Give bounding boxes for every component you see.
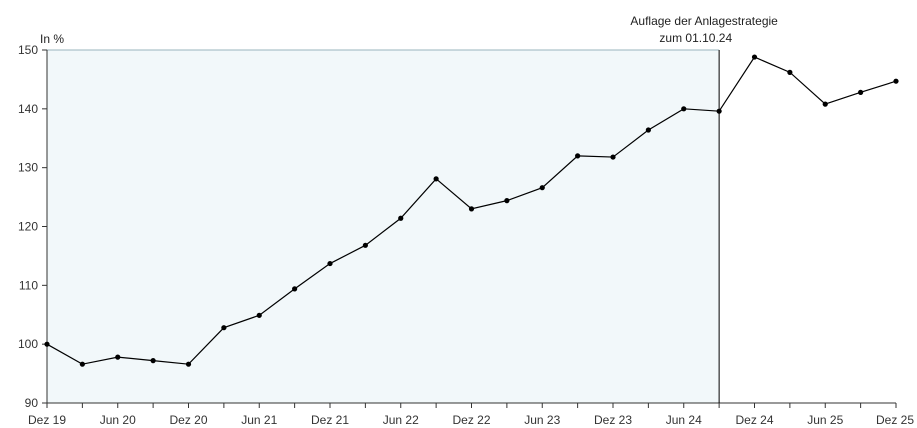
data-point <box>575 153 581 159</box>
data-point <box>822 101 828 107</box>
data-point <box>539 185 545 191</box>
x-tick-label: Dez 20 <box>169 413 207 427</box>
y-tick-label: 120 <box>18 220 38 234</box>
x-tick-label: Jun 20 <box>100 413 136 427</box>
annotation-text-line-1: Auflage der Anlagestrategie <box>630 14 778 28</box>
highlight-region-layer <box>47 49 720 403</box>
x-tick-label: Jun 25 <box>807 413 843 427</box>
x-tick-label: Dez 24 <box>735 413 773 427</box>
data-point <box>327 260 333 267</box>
y-tick-label: 100 <box>18 337 38 351</box>
data-point <box>150 358 156 364</box>
highlight-region <box>47 50 720 403</box>
data-point <box>115 354 121 360</box>
x-tick-label: Dez 19 <box>28 413 66 427</box>
axes-layer: 90 100 110 120 130 140 150 Dez 19 Jun 20 Dez 20 Ju… <box>18 43 914 427</box>
x-tick-label: Jun 24 <box>666 413 702 427</box>
data-point <box>504 198 510 204</box>
data-point <box>79 361 85 367</box>
y-tick-label: 130 <box>18 161 38 175</box>
data-point <box>645 127 651 133</box>
data-point <box>893 78 899 84</box>
x-tick-label: Dez 23 <box>594 413 632 427</box>
data-point <box>185 361 192 367</box>
data-point <box>44 341 50 347</box>
x-tick-label: Dez 21 <box>311 413 349 427</box>
x-tick-label: Jun 21 <box>241 413 277 427</box>
y-tick-label: 90 <box>25 396 39 410</box>
annotation-layer: Auflage der Anlagestrategie zum 01.10.24 <box>630 14 778 403</box>
data-point <box>221 325 227 331</box>
data-point <box>468 206 475 212</box>
data-point <box>256 312 262 318</box>
y-tick-label: 140 <box>18 102 38 116</box>
data-point <box>681 106 687 112</box>
data-point <box>610 154 616 160</box>
data-point <box>398 215 404 221</box>
series-layer <box>44 54 899 367</box>
x-tick-label: Dez 22 <box>452 413 490 427</box>
annotation-text-line-2: zum 01.10.24 <box>659 31 732 45</box>
data-point <box>787 69 793 75</box>
data-point <box>292 286 298 292</box>
y-tick-label: 110 <box>19 278 38 292</box>
y-axis-title: In % <box>40 32 64 46</box>
data-point <box>751 54 758 60</box>
data-point <box>433 176 439 182</box>
y-tick-label: 150 <box>18 43 38 57</box>
x-tick-label: Dez 25 <box>876 413 914 427</box>
x-tick-label: Jun 23 <box>524 413 560 427</box>
data-point <box>858 89 864 95</box>
x-tick-label: Jun 22 <box>383 413 419 427</box>
data-point <box>362 242 368 248</box>
